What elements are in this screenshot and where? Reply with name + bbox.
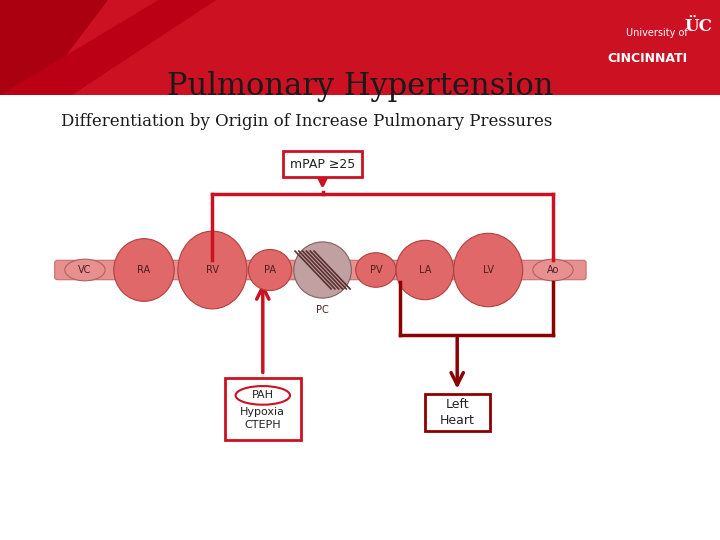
- Text: VC: VC: [78, 265, 91, 275]
- Ellipse shape: [248, 249, 292, 291]
- Text: LV: LV: [482, 265, 494, 275]
- FancyBboxPatch shape: [283, 151, 362, 177]
- Text: Pulmonary Hypertension: Pulmonary Hypertension: [167, 71, 553, 102]
- Text: CINCINNATI: CINCINNATI: [608, 52, 688, 65]
- Text: Ao: Ao: [546, 265, 559, 275]
- Polygon shape: [0, 0, 216, 95]
- Text: PC: PC: [316, 305, 329, 315]
- FancyBboxPatch shape: [55, 260, 586, 280]
- Ellipse shape: [533, 259, 573, 281]
- Ellipse shape: [294, 242, 351, 298]
- Text: PV: PV: [369, 265, 382, 275]
- Text: LA: LA: [418, 265, 431, 275]
- Text: PAH: PAH: [252, 390, 274, 400]
- Text: Hypoxia
CTEPH: Hypoxia CTEPH: [240, 407, 285, 429]
- Polygon shape: [0, 0, 108, 95]
- Text: RA: RA: [138, 265, 150, 275]
- Text: PA: PA: [264, 265, 276, 275]
- Ellipse shape: [396, 240, 454, 300]
- Ellipse shape: [454, 233, 523, 307]
- Ellipse shape: [65, 259, 105, 281]
- Text: RV: RV: [206, 265, 219, 275]
- Ellipse shape: [178, 231, 247, 309]
- Text: Differentiation by Origin of Increase Pulmonary Pressures: Differentiation by Origin of Increase Pu…: [61, 113, 552, 130]
- Text: ÜC: ÜC: [685, 18, 712, 35]
- Text: mPAP ≥25: mPAP ≥25: [290, 158, 355, 171]
- FancyBboxPatch shape: [225, 378, 301, 440]
- Text: Left
Heart: Left Heart: [440, 398, 474, 427]
- FancyBboxPatch shape: [425, 394, 490, 431]
- Bar: [0, 0, 720, 95]
- Ellipse shape: [356, 253, 396, 287]
- Ellipse shape: [235, 386, 290, 404]
- Ellipse shape: [114, 239, 174, 301]
- Text: University of: University of: [626, 28, 688, 38]
